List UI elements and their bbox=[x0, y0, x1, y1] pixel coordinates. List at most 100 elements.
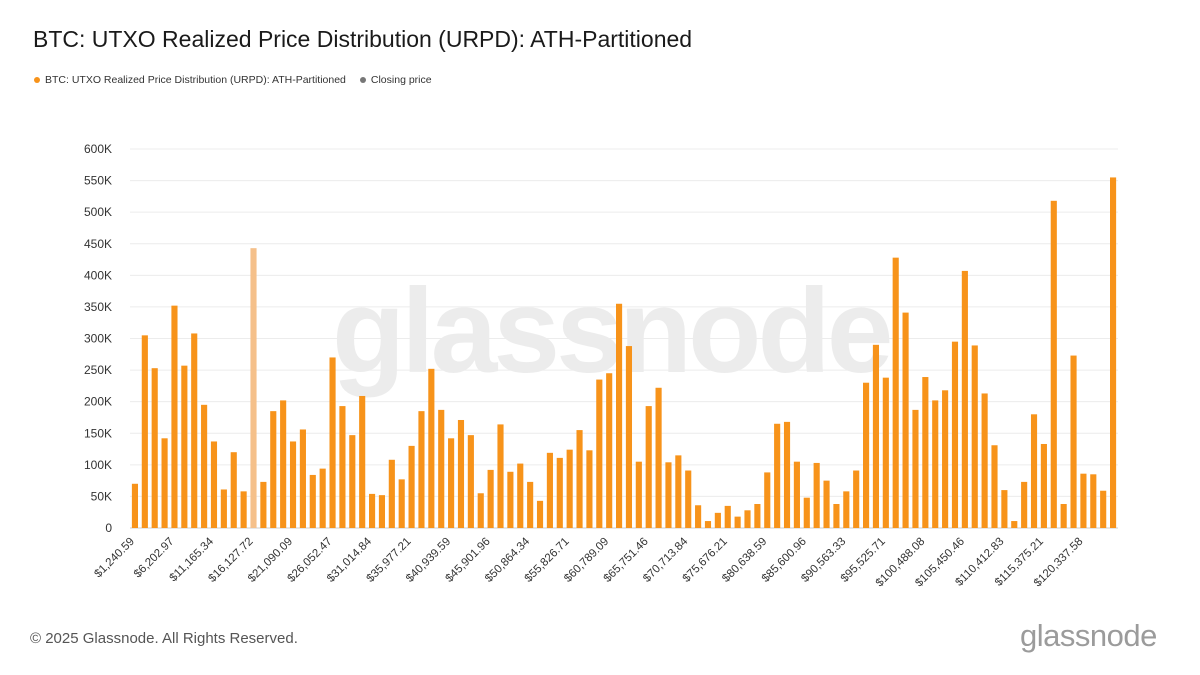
bar[interactable] bbox=[359, 395, 366, 528]
bar[interactable] bbox=[872, 344, 880, 528]
bar[interactable] bbox=[665, 462, 672, 528]
bar[interactable] bbox=[280, 400, 287, 528]
bar[interactable] bbox=[171, 305, 178, 528]
bar[interactable] bbox=[1030, 414, 1038, 528]
bar[interactable] bbox=[616, 303, 623, 528]
bar[interactable] bbox=[971, 345, 978, 528]
bar[interactable] bbox=[448, 438, 455, 528]
bar[interactable] bbox=[625, 346, 633, 528]
bar[interactable] bbox=[734, 516, 741, 528]
bar[interactable] bbox=[181, 365, 188, 528]
bar[interactable] bbox=[1040, 443, 1047, 528]
bar[interactable] bbox=[813, 462, 820, 528]
bar[interactable] bbox=[932, 400, 939, 528]
bar[interactable] bbox=[655, 387, 662, 528]
bar[interactable] bbox=[853, 470, 860, 528]
bar[interactable] bbox=[704, 521, 712, 528]
bar[interactable] bbox=[1070, 355, 1077, 528]
bar[interactable] bbox=[586, 450, 593, 528]
bar[interactable] bbox=[803, 497, 810, 528]
bar[interactable] bbox=[388, 459, 395, 528]
bar[interactable] bbox=[991, 445, 998, 528]
bar[interactable] bbox=[1021, 481, 1028, 528]
bar[interactable] bbox=[774, 423, 781, 528]
bar[interactable] bbox=[961, 270, 968, 528]
bar[interactable] bbox=[546, 452, 553, 528]
bar[interactable] bbox=[744, 510, 751, 528]
bar[interactable] bbox=[289, 441, 297, 528]
bar[interactable] bbox=[685, 470, 692, 528]
bar[interactable] bbox=[319, 468, 326, 528]
bar[interactable] bbox=[1100, 490, 1107, 528]
bar[interactable] bbox=[270, 411, 277, 528]
bar[interactable] bbox=[309, 474, 316, 528]
bar[interactable] bbox=[942, 390, 949, 528]
bar[interactable] bbox=[329, 357, 336, 528]
bar[interactable] bbox=[220, 489, 227, 528]
bar[interactable] bbox=[714, 512, 721, 528]
bar-highlight[interactable] bbox=[250, 248, 257, 529]
bar[interactable] bbox=[833, 504, 840, 528]
bar[interactable] bbox=[596, 379, 603, 528]
bar[interactable] bbox=[408, 445, 415, 528]
bar[interactable] bbox=[823, 480, 830, 529]
bar[interactable] bbox=[151, 368, 158, 528]
bar[interactable] bbox=[843, 491, 850, 528]
bar[interactable] bbox=[418, 411, 425, 528]
bar[interactable] bbox=[783, 421, 791, 528]
bar[interactable] bbox=[645, 406, 652, 528]
bar[interactable] bbox=[507, 471, 514, 528]
bar[interactable] bbox=[1090, 474, 1097, 528]
bar[interactable] bbox=[497, 424, 504, 528]
legend-item-urpd[interactable]: BTC: UTXO Realized Price Distribution (U… bbox=[34, 74, 346, 86]
bar[interactable] bbox=[457, 419, 465, 528]
bar[interactable] bbox=[141, 335, 148, 528]
bar[interactable] bbox=[201, 404, 208, 528]
bar[interactable] bbox=[695, 505, 702, 528]
bar[interactable] bbox=[378, 495, 386, 528]
bar[interactable] bbox=[131, 483, 139, 528]
bar[interactable] bbox=[369, 493, 376, 528]
legend-item-closing-price[interactable]: Closing price bbox=[359, 74, 432, 86]
bar[interactable] bbox=[1001, 490, 1008, 528]
bar[interactable] bbox=[517, 463, 524, 528]
bar[interactable] bbox=[951, 341, 959, 528]
bar[interactable] bbox=[398, 479, 405, 528]
bar[interactable] bbox=[566, 449, 573, 528]
bar[interactable] bbox=[922, 377, 929, 528]
bar[interactable] bbox=[863, 382, 870, 528]
bar[interactable] bbox=[882, 377, 889, 528]
bar[interactable] bbox=[536, 500, 544, 528]
bar[interactable] bbox=[981, 393, 988, 528]
bar[interactable] bbox=[902, 312, 909, 528]
bar[interactable] bbox=[527, 481, 534, 528]
bar[interactable] bbox=[1110, 177, 1117, 528]
bar[interactable] bbox=[240, 491, 247, 528]
bar[interactable] bbox=[339, 406, 346, 528]
bar[interactable] bbox=[675, 455, 682, 528]
bar[interactable] bbox=[764, 472, 771, 528]
bar[interactable] bbox=[556, 457, 563, 528]
bar[interactable] bbox=[793, 461, 800, 528]
bar[interactable] bbox=[635, 461, 642, 528]
bar[interactable] bbox=[438, 409, 445, 528]
bar[interactable] bbox=[1060, 504, 1067, 528]
bar[interactable] bbox=[428, 368, 435, 528]
bar[interactable] bbox=[191, 333, 198, 528]
bar[interactable] bbox=[260, 481, 267, 528]
bar[interactable] bbox=[487, 469, 494, 528]
bar[interactable] bbox=[349, 435, 356, 528]
bar[interactable] bbox=[606, 373, 613, 528]
bar[interactable] bbox=[754, 504, 761, 528]
bar[interactable] bbox=[1050, 200, 1057, 529]
bar[interactable] bbox=[210, 441, 218, 528]
bar[interactable] bbox=[576, 430, 583, 528]
bar[interactable] bbox=[467, 435, 474, 528]
bar[interactable] bbox=[230, 452, 237, 528]
bar[interactable] bbox=[299, 429, 306, 528]
bar[interactable] bbox=[912, 409, 919, 528]
bar[interactable] bbox=[892, 257, 899, 528]
bar[interactable] bbox=[1011, 521, 1018, 528]
bar[interactable] bbox=[477, 493, 484, 528]
bar[interactable] bbox=[724, 505, 731, 528]
